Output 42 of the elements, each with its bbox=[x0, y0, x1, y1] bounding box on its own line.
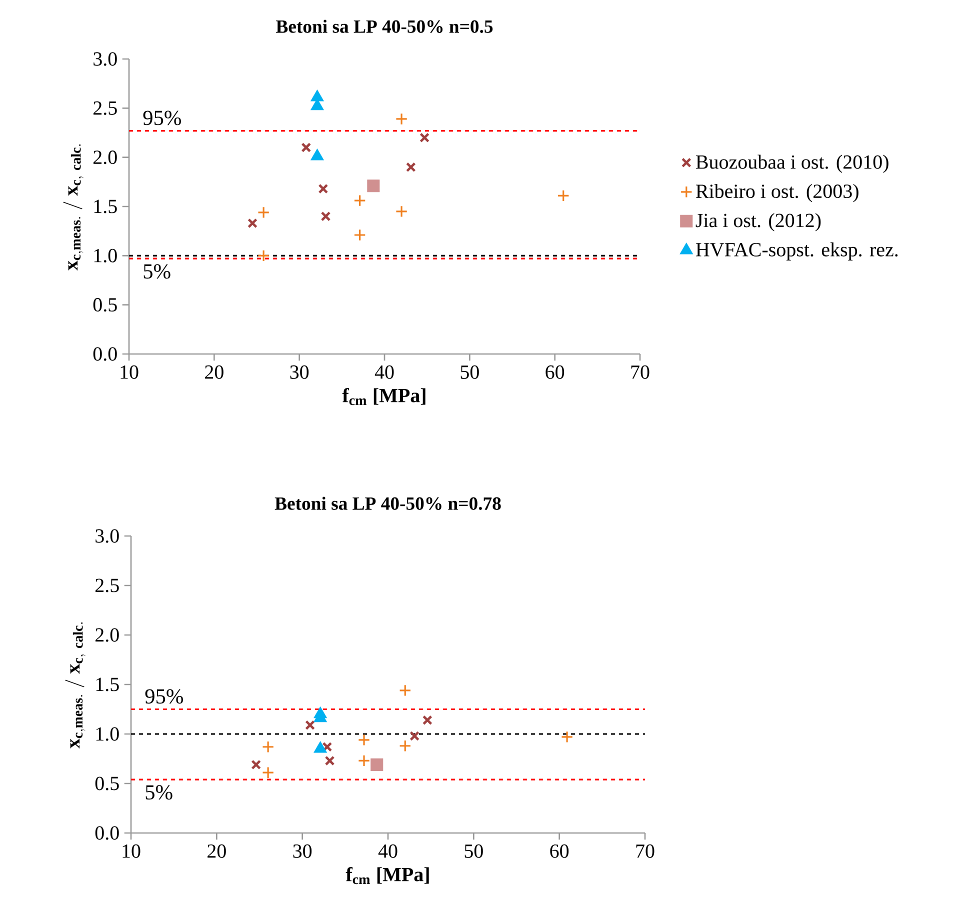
x-tick-label: 40 bbox=[378, 844, 398, 858]
y-tick-label: 2.0 bbox=[96, 628, 119, 642]
y-tick-label: 1.0 bbox=[96, 727, 119, 741]
legend-label: Jia i ost. (2012) bbox=[696, 213, 821, 232]
y-tick-label: 2.5 bbox=[94, 101, 117, 115]
y-axis-title: $\mathbf{x_{c,meas.}\ /\ x_{c,\ calc.}}$ bbox=[65, 622, 86, 748]
y-tick-label: 2.0 bbox=[94, 150, 117, 164]
y-tick-label: 0.0 bbox=[93, 347, 117, 361]
x-tick-label: 30 bbox=[290, 365, 309, 379]
x-tick-label: 20 bbox=[205, 365, 224, 379]
y-axis-title: $\mathbf{x_{c,meas.}\ /\ x_{c,\ calc.}}$ bbox=[63, 144, 84, 270]
legend-label: Buozoubaa i ost. (2010) bbox=[696, 154, 888, 173]
y-tick-label: 0.5 bbox=[93, 298, 117, 312]
legend-label: Ribeiro i ost. (2003) bbox=[696, 184, 858, 202]
x-tick-label: 30 bbox=[293, 844, 312, 858]
y-tick-label: 3.0 bbox=[96, 529, 119, 543]
x-axis-title: f$_{cm}$ [MPa] bbox=[346, 867, 429, 884]
x-axis-title: f$_{cm}$ [MPa] bbox=[342, 388, 426, 406]
y-tick-label: 1.5 bbox=[96, 678, 119, 692]
annotation: 5% bbox=[144, 264, 170, 279]
y-tick-label: 2.5 bbox=[96, 578, 119, 592]
annotation: 5% bbox=[146, 785, 172, 800]
annotation: 95% bbox=[143, 110, 181, 126]
x-tick-label: 70 bbox=[636, 844, 654, 858]
x-tick-label: 50 bbox=[464, 844, 483, 858]
chart-title: Betoni sa LP 40-50% n=0.5 bbox=[276, 20, 493, 33]
annotation: 95% bbox=[145, 689, 183, 704]
legend-label: HVFAC-sopst. eksp. rez. bbox=[696, 242, 898, 261]
x-tick-label: 10 bbox=[122, 844, 140, 858]
x-tick-label: 60 bbox=[546, 365, 564, 379]
x-tick-label: 60 bbox=[550, 844, 569, 858]
y-tick-label: 1.5 bbox=[94, 200, 117, 214]
x-tick-label: 20 bbox=[208, 844, 226, 858]
chart-title: Betoni sa LP 40-50% n=0.78 bbox=[274, 496, 501, 510]
x-tick-label: 10 bbox=[120, 365, 138, 379]
x-tick-label: 70 bbox=[631, 365, 650, 379]
x-tick-label: 50 bbox=[460, 365, 479, 379]
y-tick-label: 0.5 bbox=[95, 776, 119, 790]
x-tick-label: 40 bbox=[374, 365, 394, 379]
y-tick-label: 0.0 bbox=[95, 826, 119, 840]
y-tick-label: 1.0 bbox=[94, 248, 117, 262]
y-tick-label: 3.0 bbox=[94, 52, 117, 66]
